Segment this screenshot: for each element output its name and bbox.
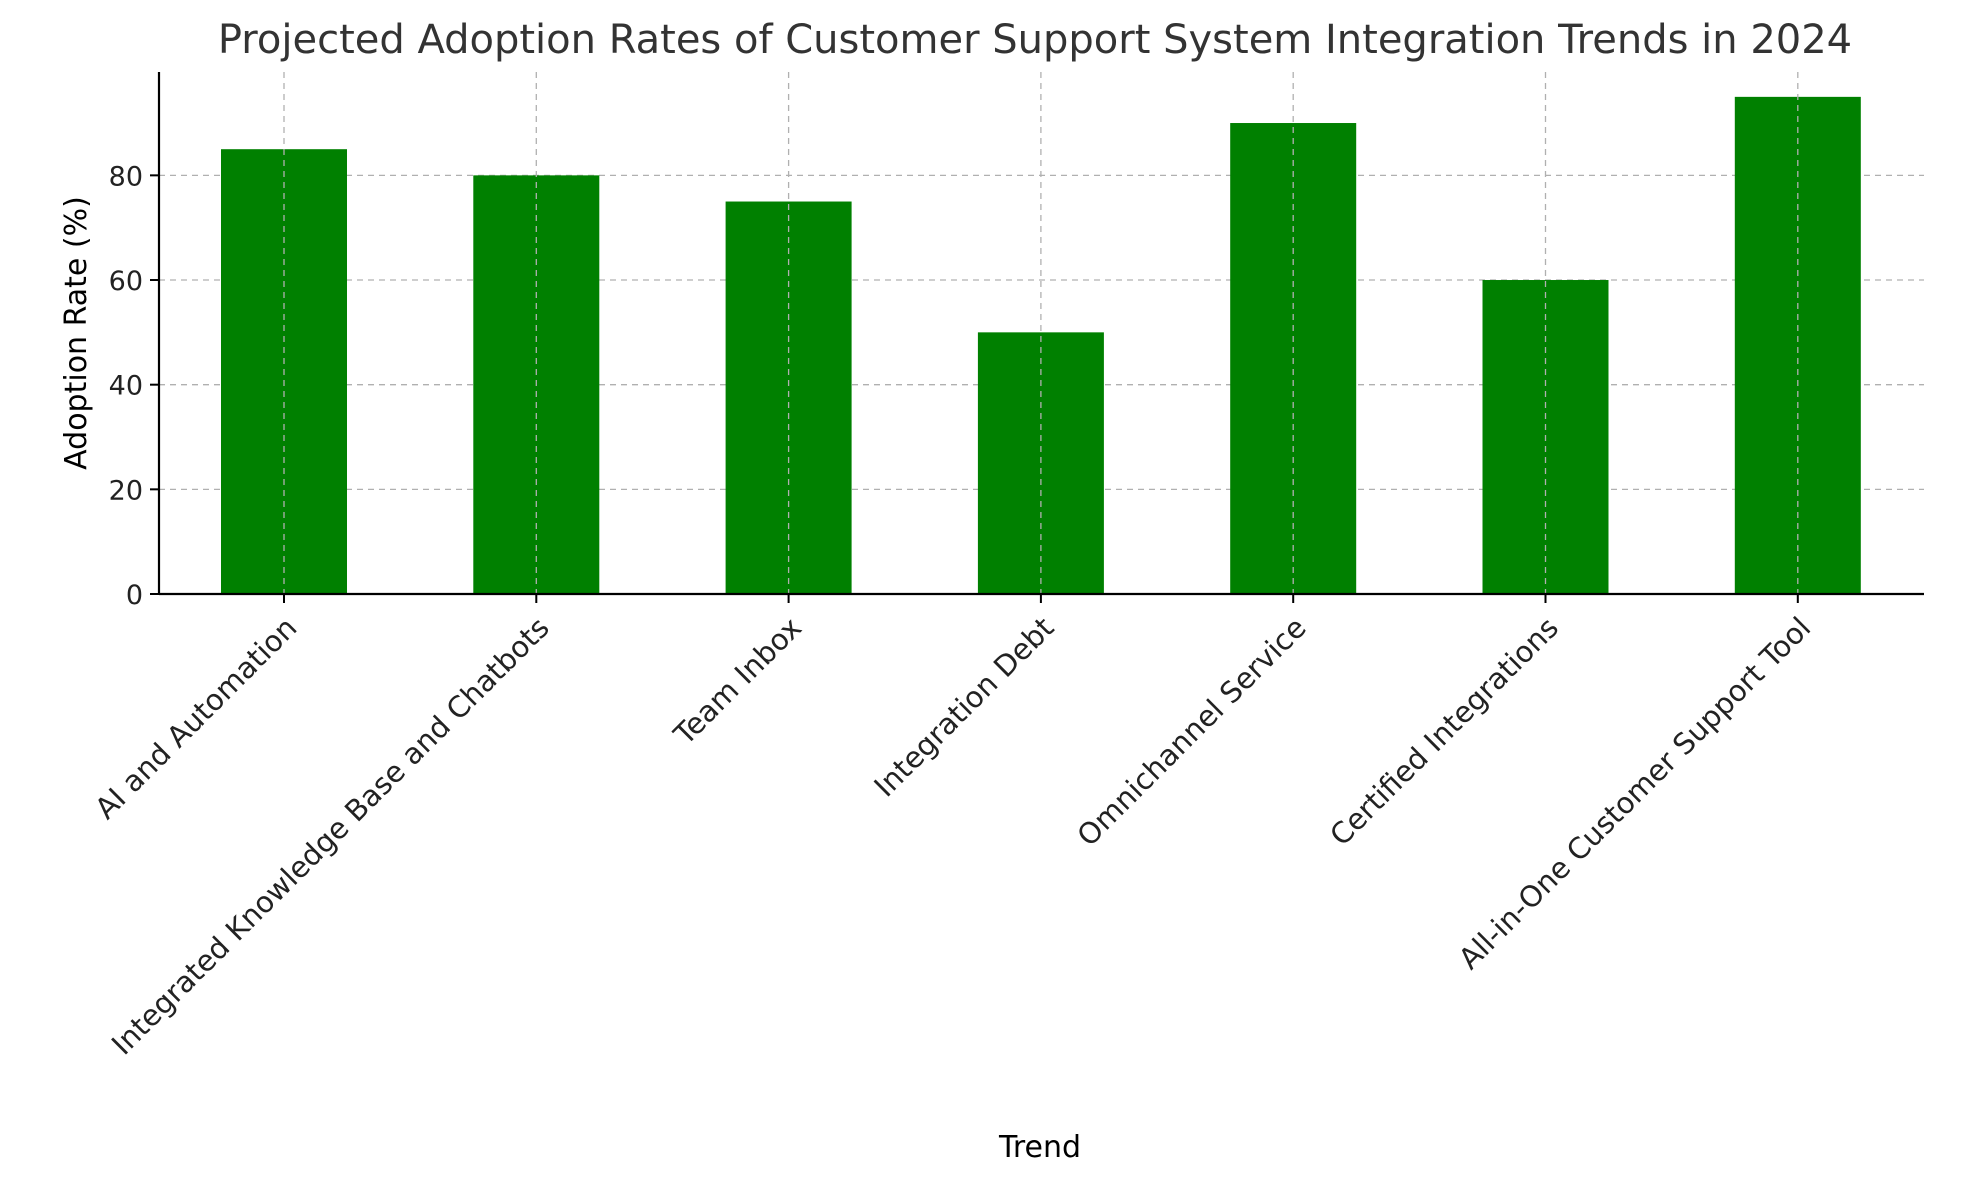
x-axis-label: Trend: [998, 1130, 1081, 1165]
y-tick-label: 60: [109, 266, 143, 297]
y-tick-label: 80: [109, 161, 143, 192]
x-tick-label: AI and Automation: [88, 610, 303, 825]
x-tick-label: Integration Debt: [867, 610, 1060, 803]
bar: [1734, 96, 1861, 594]
x-tick-label: Team Inbox: [667, 610, 809, 752]
bars: [221, 96, 1861, 594]
y-axis-label: Adoption Rate (%): [59, 196, 94, 470]
vertical-grid-lines: [283, 72, 1799, 594]
x-tick-label: Integrated Knowledge Base and Chatbots: [105, 610, 556, 1061]
x-tick-label: Certified Integrations: [1323, 610, 1565, 852]
y-tick-label: 0: [126, 580, 143, 611]
y-tick-label: 40: [109, 371, 143, 402]
y-axis-ticks: 0 20 40 60 80: [109, 161, 159, 611]
y-tick-label: 20: [109, 475, 143, 506]
chart-title: Projected Adoption Rates of Customer Sup…: [218, 17, 1852, 63]
x-tick-label: Omnichannel Service: [1070, 610, 1312, 852]
